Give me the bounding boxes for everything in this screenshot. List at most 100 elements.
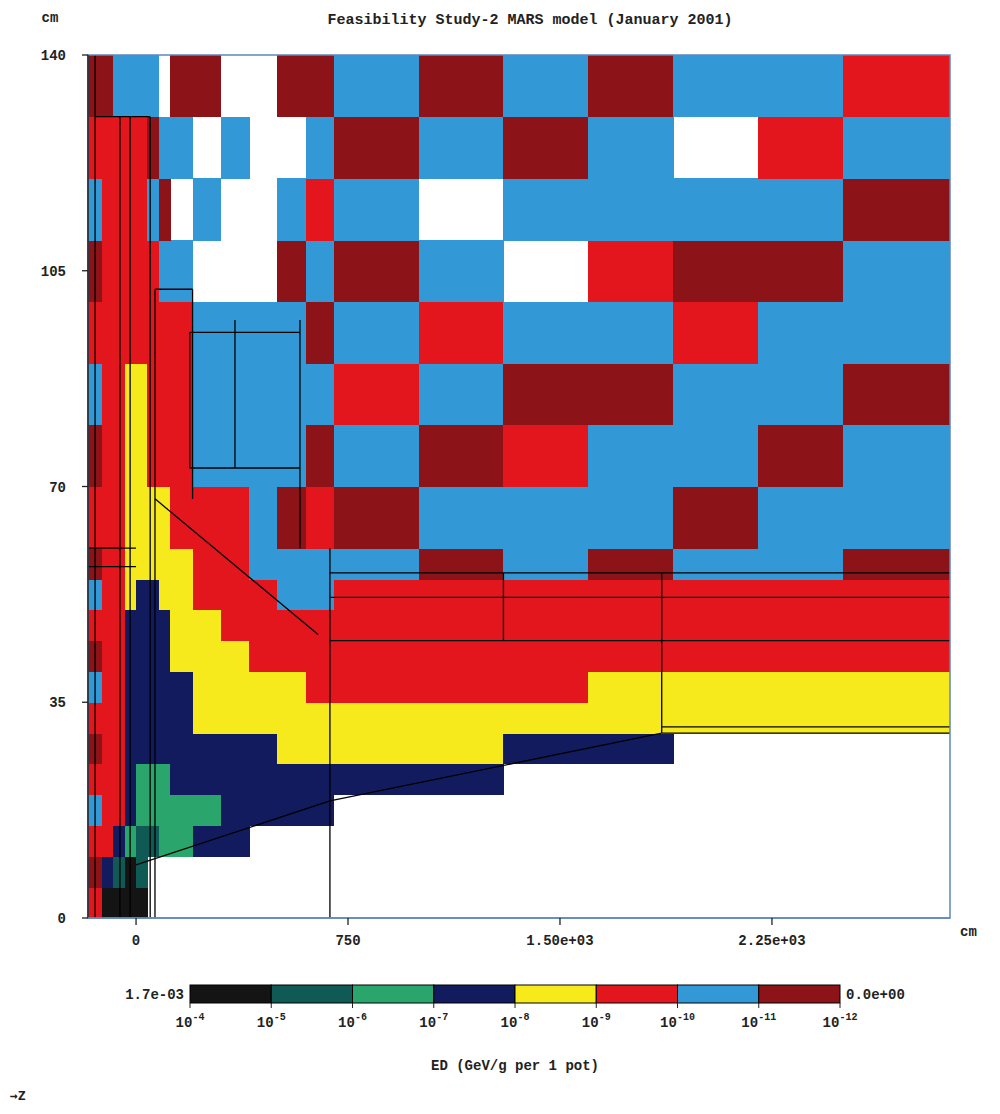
heat-cell xyxy=(193,178,222,240)
heat-cell xyxy=(758,117,843,179)
geometry-outline xyxy=(503,573,504,641)
y-tick-label: 105 xyxy=(41,264,66,280)
heat-cell xyxy=(758,363,843,425)
heat-cell xyxy=(102,487,114,549)
geometry-outline xyxy=(661,573,662,733)
heat-cell xyxy=(758,702,843,733)
heat-cell xyxy=(170,548,193,579)
heat-cell xyxy=(334,610,419,641)
heat-cell xyxy=(102,117,114,179)
heat-cell xyxy=(588,487,673,549)
colorbar-tick xyxy=(515,1003,516,1008)
title: Feasibility Study-2 MARS model (January … xyxy=(327,12,732,29)
heat-cell xyxy=(503,117,588,179)
heat-cell xyxy=(758,240,843,302)
colorbar-box xyxy=(759,985,840,1003)
heat-cell xyxy=(193,671,222,702)
heat-cell xyxy=(588,610,673,641)
heat-cell xyxy=(758,425,843,487)
heat-cell xyxy=(503,579,588,610)
heat-cell xyxy=(306,55,335,117)
y-tick xyxy=(82,702,88,703)
heat-cell xyxy=(334,579,419,610)
colorbar-tick xyxy=(840,1003,841,1008)
heat-cell xyxy=(102,55,114,117)
heat-cell xyxy=(221,610,250,641)
colorbar-tick-exponent: -7 xyxy=(436,1012,448,1023)
heat-cell xyxy=(249,579,278,610)
heat-cell xyxy=(193,702,222,733)
heat-cell xyxy=(306,363,335,425)
heat-cell xyxy=(277,733,306,764)
heat-cell xyxy=(334,733,419,764)
heat-cell xyxy=(503,733,588,764)
heat-cell xyxy=(159,733,171,764)
heat-cell xyxy=(193,795,222,826)
colorbar-tick-base: 10 xyxy=(338,1015,355,1031)
heat-cell xyxy=(758,178,843,240)
background xyxy=(0,0,1000,1114)
axis-direction-note: →Z xyxy=(10,1088,26,1103)
heat-cell xyxy=(136,733,148,764)
geometry-outline xyxy=(330,733,662,801)
heat-cell xyxy=(419,671,504,702)
heat-cell xyxy=(419,425,504,487)
heat-cell xyxy=(758,641,843,672)
heat-cell xyxy=(159,702,171,733)
heat-cell xyxy=(277,363,306,425)
geometry-outline xyxy=(662,732,950,733)
geometry-outline xyxy=(329,548,330,918)
heat-cell xyxy=(673,487,758,549)
colorbar-box xyxy=(271,985,352,1003)
heat-cell xyxy=(193,55,222,117)
heat-cell xyxy=(419,733,504,764)
heat-cell xyxy=(221,826,250,857)
colorbar-tick-base: 10 xyxy=(823,1015,840,1031)
heat-cell xyxy=(588,702,673,733)
heat-cell xyxy=(221,548,250,579)
heat-cell xyxy=(843,55,950,117)
heat-cell xyxy=(136,671,148,702)
colorbar-tick-exponent: -9 xyxy=(599,1012,611,1023)
heat-cell xyxy=(193,425,222,487)
geometry-outline xyxy=(155,289,193,290)
heat-cell xyxy=(249,548,278,579)
colorbar-box xyxy=(353,985,434,1003)
colorbar-tick-exponent: -12 xyxy=(839,1012,857,1023)
colorbar-box xyxy=(190,985,271,1003)
heat-cell xyxy=(277,671,306,702)
heat-cell xyxy=(136,610,148,641)
heat-cell xyxy=(843,548,950,579)
heat-cell xyxy=(170,702,193,733)
heat-cell xyxy=(136,579,148,610)
heat-cell xyxy=(102,795,114,826)
heat-cell xyxy=(159,764,171,795)
heat-cell xyxy=(588,117,673,179)
heat-cell xyxy=(136,178,148,240)
colorbar-tick-base: 10 xyxy=(660,1015,677,1031)
heat-cell xyxy=(102,764,114,795)
heat-cell xyxy=(673,702,758,733)
colorbar-tick-base: 10 xyxy=(582,1015,599,1031)
geometry-outline xyxy=(234,320,235,468)
heat-cell xyxy=(419,702,504,733)
heat-cell xyxy=(843,117,950,179)
heat-cell xyxy=(136,302,148,364)
heat-cell xyxy=(221,579,250,610)
heat-cell xyxy=(306,117,335,179)
heat-cell xyxy=(170,733,193,764)
colorbar-box xyxy=(596,985,677,1003)
heat-cell xyxy=(221,641,250,672)
heat-cell xyxy=(147,363,159,425)
heat-cell xyxy=(136,117,148,179)
heat-cell xyxy=(588,178,673,240)
heat-cell xyxy=(249,702,278,733)
heat-cell xyxy=(147,302,159,364)
heat-cell xyxy=(159,425,171,487)
heat-cell xyxy=(193,579,222,610)
colorbar-tick xyxy=(271,1003,272,1008)
colorbar-tick-base: 10 xyxy=(257,1015,274,1031)
heat-cell xyxy=(159,117,171,179)
y-axis-label: cm xyxy=(42,10,59,26)
heat-cell xyxy=(673,302,758,364)
